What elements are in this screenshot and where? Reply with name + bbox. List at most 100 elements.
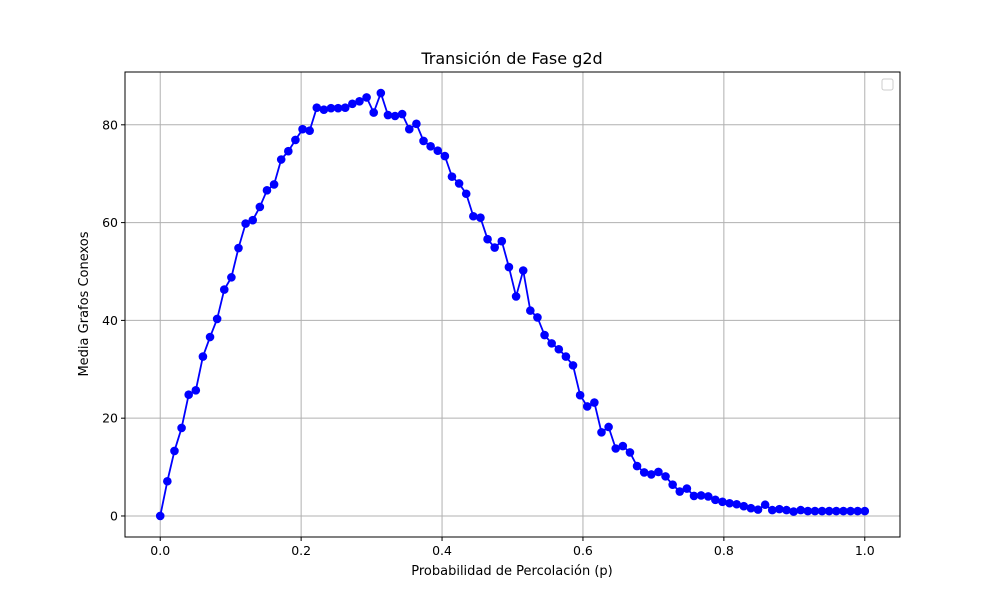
data-point xyxy=(291,135,300,145)
data-point xyxy=(860,506,870,516)
data-point xyxy=(212,314,222,324)
data-point xyxy=(767,505,777,515)
data-point xyxy=(632,461,642,471)
data-point xyxy=(760,500,770,510)
data-point xyxy=(404,124,414,134)
data-point xyxy=(184,390,193,400)
data-point xyxy=(483,234,492,244)
data-point xyxy=(817,506,827,516)
data-point xyxy=(469,211,478,221)
data-point xyxy=(604,422,613,432)
data-point xyxy=(661,472,670,481)
data-point xyxy=(319,105,329,114)
grid-lines xyxy=(125,72,900,537)
data-point xyxy=(163,476,172,486)
data-point xyxy=(647,470,656,479)
data-point xyxy=(461,189,471,199)
data-point xyxy=(533,313,542,322)
data-point xyxy=(412,119,421,129)
data-point xyxy=(796,505,806,515)
y-tick-label: 60 xyxy=(102,215,118,230)
x-tick-label: 0.2 xyxy=(291,543,311,558)
data-point xyxy=(846,506,855,516)
y-tick-label: 20 xyxy=(102,411,118,426)
data-point xyxy=(597,428,606,437)
data-point xyxy=(426,142,435,151)
data-point xyxy=(333,103,343,113)
data-point xyxy=(476,213,485,223)
y-tick-label: 0 xyxy=(110,508,118,523)
data-point xyxy=(255,202,265,212)
legend-box xyxy=(881,78,894,91)
plot-area-frame xyxy=(124,71,901,538)
data-point xyxy=(248,215,258,225)
data-point xyxy=(782,505,791,515)
data-point xyxy=(348,99,357,109)
y-tick-label: 40 xyxy=(102,313,118,328)
data-point xyxy=(540,330,549,340)
data-point xyxy=(298,124,307,134)
data-point xyxy=(340,103,350,112)
data-point xyxy=(170,446,179,456)
data-point xyxy=(397,109,407,119)
data-point xyxy=(789,507,798,516)
data-point xyxy=(775,504,784,514)
data-point xyxy=(746,503,756,513)
data-point xyxy=(739,501,749,511)
data-point xyxy=(376,88,386,98)
data-point xyxy=(454,179,464,188)
x-tick-label: 0.8 xyxy=(714,543,734,558)
data-point xyxy=(654,467,663,477)
x-tick-label: 0.4 xyxy=(432,543,452,558)
data-point xyxy=(803,506,813,516)
data-point xyxy=(853,506,862,516)
data-point xyxy=(526,306,535,315)
data-point xyxy=(839,506,848,516)
data-point xyxy=(582,402,592,411)
data-point xyxy=(440,151,450,161)
axis-ticks: 0.0 0.2 0.4 0.6 0.8 1.0 0 20 40 60 80 xyxy=(102,117,875,558)
data-point xyxy=(326,103,336,113)
data-point xyxy=(269,180,279,189)
data-point xyxy=(832,506,841,516)
data-point xyxy=(668,480,677,489)
data-point xyxy=(618,441,628,451)
data-point xyxy=(568,361,578,370)
data-point xyxy=(390,111,400,121)
data-point xyxy=(675,487,685,496)
data-point xyxy=(383,110,393,120)
data-point xyxy=(725,498,734,508)
y-tick-label: 80 xyxy=(102,117,118,132)
data-point xyxy=(518,266,528,275)
chart-title: Transición de Fase g2d xyxy=(420,49,602,68)
data-point xyxy=(198,352,208,361)
x-tick-label: 0.6 xyxy=(573,543,593,558)
data-point xyxy=(810,506,820,516)
data-point xyxy=(718,497,727,507)
data-point xyxy=(689,491,699,501)
data-point xyxy=(490,243,499,252)
data-point xyxy=(369,108,379,117)
data-point xyxy=(497,236,507,246)
data-point xyxy=(554,344,564,354)
data-point xyxy=(305,126,314,135)
data-point xyxy=(205,332,215,342)
data-point xyxy=(625,448,635,457)
data-point xyxy=(824,506,834,516)
x-axis-label: Probabilidad de Percolación (p) xyxy=(411,564,613,579)
data-point xyxy=(611,444,621,453)
data-point xyxy=(219,285,229,294)
data-point xyxy=(362,93,371,102)
data-point xyxy=(262,186,272,195)
data-point xyxy=(732,499,741,509)
data-point xyxy=(155,511,165,521)
data-point xyxy=(682,484,692,493)
y-axis-label: Media Grafos Conexos xyxy=(77,231,92,376)
data-point xyxy=(276,155,286,164)
x-tick-label: 1.0 xyxy=(855,543,875,558)
data-point xyxy=(639,468,649,477)
data-point xyxy=(703,492,713,501)
